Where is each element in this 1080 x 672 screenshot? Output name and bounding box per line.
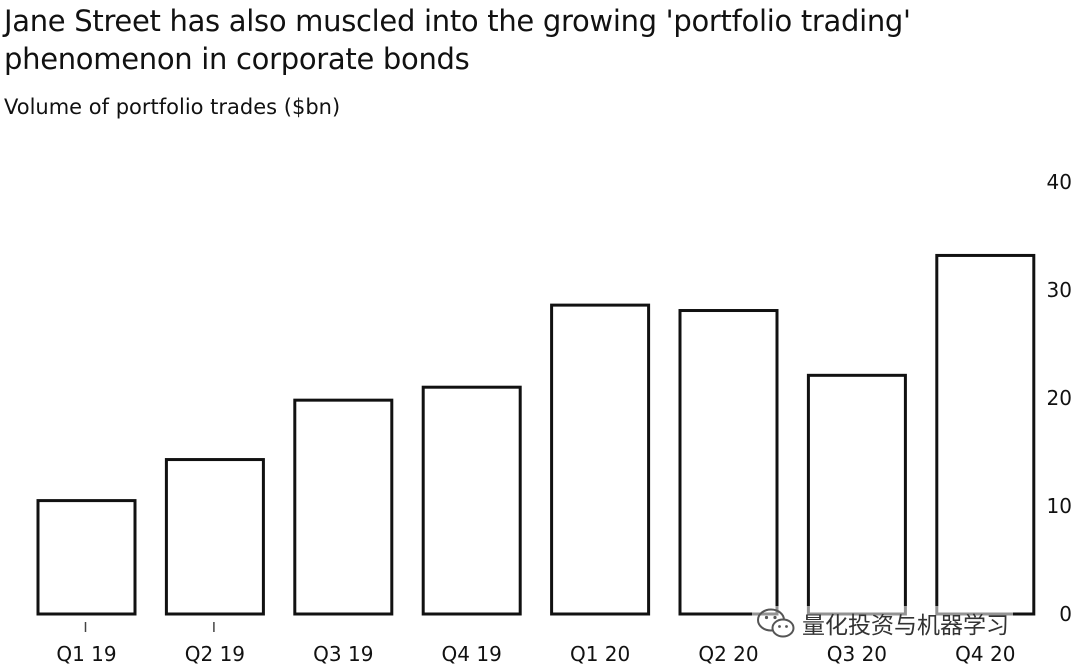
- chart-subtitle: Volume of portfolio trades ($bn): [4, 95, 341, 119]
- wechat-icon: [757, 608, 795, 638]
- y-tick-label-10: 10: [1047, 494, 1072, 518]
- bars-group: [36, 253, 1036, 616]
- bar-q2-19: [164, 458, 265, 616]
- bar-q4-19: [421, 385, 522, 616]
- x-tick-label-q4-20: Q4 20: [955, 642, 1015, 666]
- bar-q4-20: [935, 253, 1036, 616]
- y-tick-label-30: 30: [1047, 278, 1072, 302]
- watermark-text: 量化投资与机器学习: [802, 613, 1009, 639]
- x-tick-label-q4-19: Q4 19: [442, 642, 502, 666]
- bar-q3-19: [293, 398, 394, 616]
- x-tick-label-q3-20: Q3 20: [827, 642, 887, 666]
- x-tick-label-q1-19: Q1 19: [56, 642, 116, 666]
- bar-q2-20: [678, 309, 779, 616]
- y-tick-label-0: 0: [1059, 602, 1072, 626]
- bar-q3-20: [806, 373, 907, 616]
- bar-q1-20: [550, 303, 651, 616]
- chart-title: Jane Street has also muscled into the gr…: [4, 4, 911, 76]
- x-tick-label-q1-20: Q1 20: [570, 642, 630, 666]
- x-axis-labels: Q1 19 Q2 19 Q3 19 Q4 19 Q1 20 Q2 20 Q3 20 Q4 20: [56, 622, 1015, 666]
- x-tick-label-q2-20: Q2 20: [698, 642, 758, 666]
- x-tick-label-q2-19: Q2 19: [185, 642, 245, 666]
- bar-q1-19: [36, 499, 137, 616]
- watermark: 量化投资与机器学习: [752, 606, 1013, 640]
- x-tick-label-q3-19: Q3 19: [313, 642, 373, 666]
- y-tick-label-40: 40: [1047, 170, 1072, 194]
- y-axis-ticks: 0 10 20 30 40: [1047, 170, 1072, 626]
- y-tick-label-20: 20: [1047, 386, 1072, 410]
